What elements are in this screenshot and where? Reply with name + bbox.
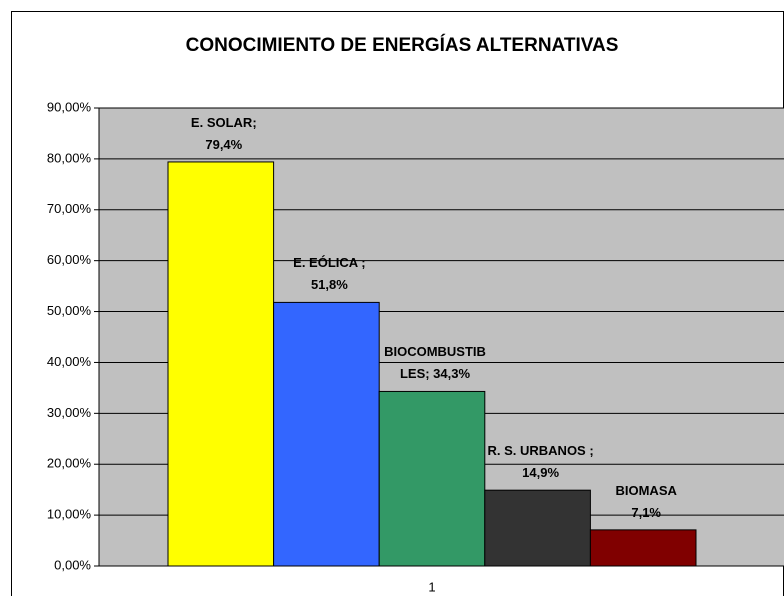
- y-tick-label: 30,00%: [47, 405, 92, 420]
- data-label: BIOCOMBUSTIB LES; 34,3%: [384, 344, 486, 382]
- y-tick-label: 50,00%: [47, 303, 92, 318]
- y-tick-label: 80,00%: [47, 150, 92, 165]
- y-tick-label: 60,00%: [47, 252, 92, 267]
- bar: [484, 489, 591, 567]
- chart-title: CONOCIMIENTO DE ENERGÍAS ALTERNATIVAS: [186, 34, 619, 56]
- data-label: R. S. URBANOS ; 14,9%: [487, 443, 594, 481]
- data-label: E. SOLAR; 79,4%: [190, 114, 257, 152]
- y-tick-label: 40,00%: [47, 354, 92, 369]
- y-tick-label: 10,00%: [47, 507, 92, 522]
- data-label: BIOMASA 7,1%: [615, 482, 677, 520]
- y-tick-label: 0,00%: [54, 557, 91, 572]
- bar: [167, 161, 275, 567]
- y-tick-label: 20,00%: [47, 456, 92, 471]
- y-tick-label: 70,00%: [47, 201, 92, 216]
- bar: [378, 390, 486, 567]
- data-label: E. EÓLICA ; 51,8%: [293, 255, 366, 293]
- bar: [589, 529, 697, 567]
- x-tick-label: 1: [428, 579, 435, 594]
- y-tick-label: 90,00%: [47, 99, 92, 114]
- bar: [273, 301, 380, 567]
